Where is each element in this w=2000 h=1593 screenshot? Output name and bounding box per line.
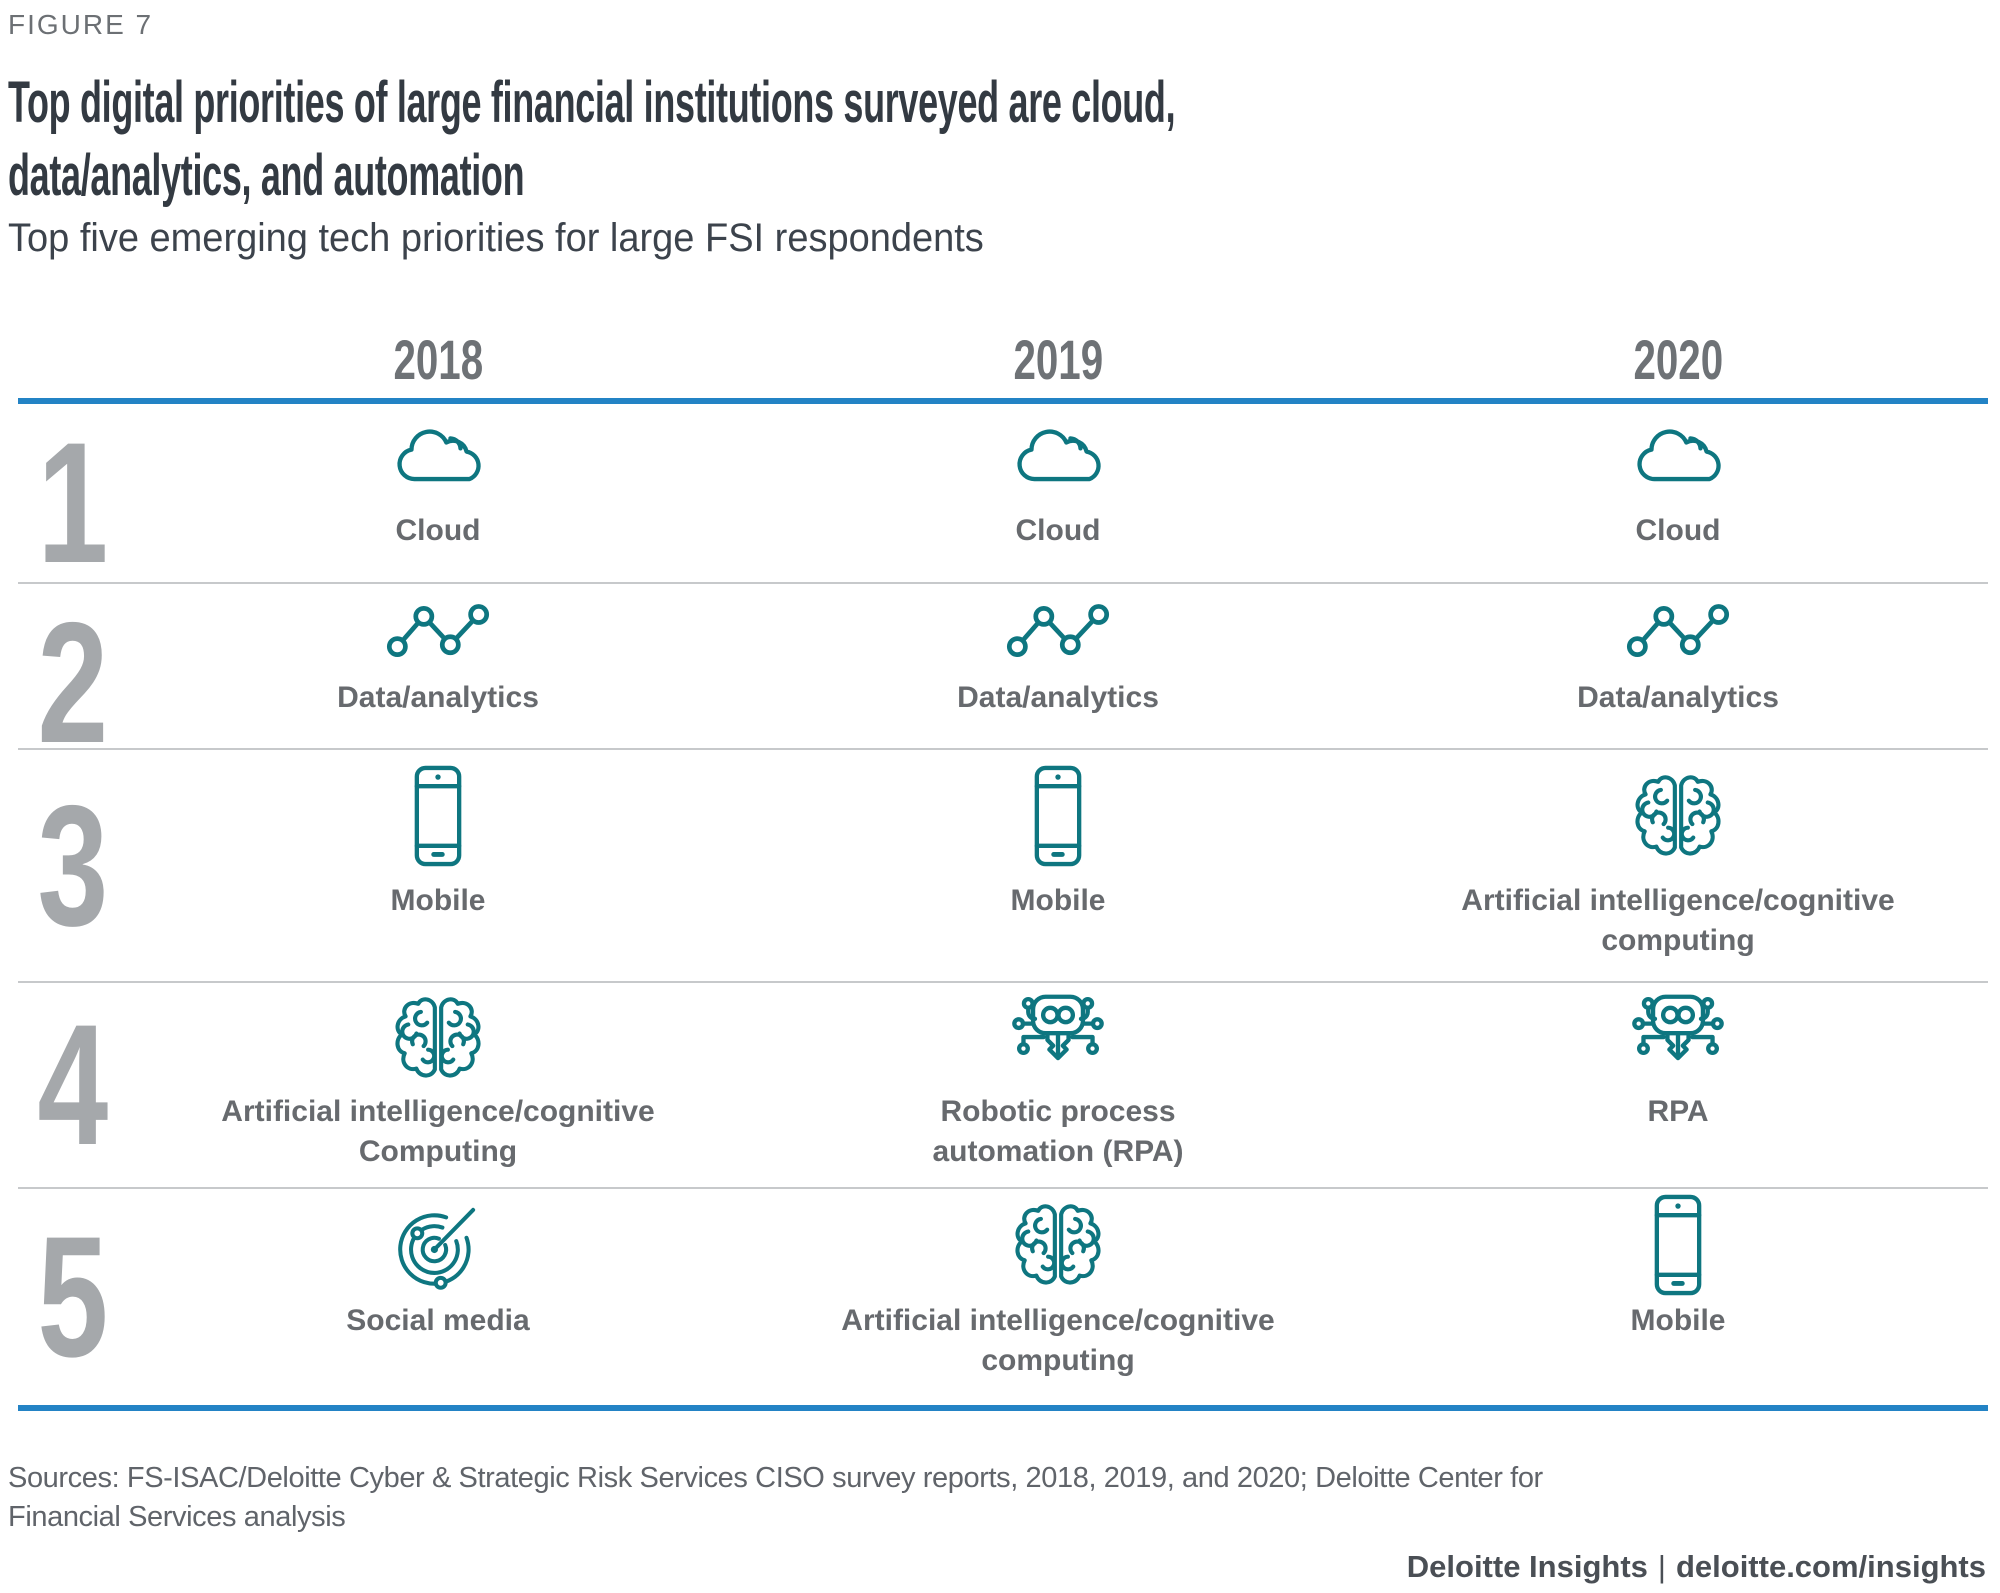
priority-cell: Cloud [748, 404, 1368, 602]
mobile-icon [1653, 1189, 1703, 1301]
priority-label: Artificial intelligence/cognitive computi… [1461, 884, 1895, 957]
brain-icon [393, 983, 483, 1092]
rank-number: 3 [37, 769, 109, 962]
priority-cell: Mobile [1368, 1189, 1988, 1405]
rank-number: 5 [37, 1201, 109, 1393]
robot-icon [1625, 983, 1731, 1092]
data-analytics-icon [1626, 584, 1730, 678]
rank-number: 1 [37, 407, 109, 599]
priority-label: Artificial intelligence/cognitive Computi… [221, 1095, 655, 1168]
figure-title: Top digital priorities of large financia… [8, 66, 1988, 212]
figure-title-line-2: data/analytics, and automation [8, 143, 525, 208]
cloud-icon [1010, 404, 1106, 511]
priority-cell: RPA [1368, 983, 1988, 1187]
priority-cell: Mobile [128, 750, 748, 981]
mobile-icon [1033, 750, 1083, 881]
brain-icon [1633, 750, 1723, 881]
table-row: 3 Mobile Mobile [18, 750, 1988, 983]
priority-cell: Data/analytics [128, 584, 748, 782]
priority-cell: Cloud [128, 404, 748, 602]
social-media-icon [393, 1189, 483, 1301]
top-accent-rule [18, 398, 1988, 404]
data-analytics-icon [386, 584, 490, 678]
table-row: 4 Artificial intelligence/cognitive Compu… [18, 983, 1988, 1189]
table-row: 2 Data/analytics Data/analytics Data/ana… [18, 584, 1988, 779]
priority-cell: Mobile [748, 750, 1368, 981]
priority-cell: Cloud [1368, 404, 1988, 602]
priority-cell: Artificial intelligence/cognitive computi… [748, 1189, 1368, 1405]
year-header: 2018 [393, 328, 483, 391]
year-header-row: 2018 2019 2020 [18, 328, 1988, 391]
priority-cell: Social media [128, 1189, 748, 1405]
data-analytics-icon [1006, 584, 1110, 678]
priority-label: Data/analytics [337, 681, 539, 714]
footer-separator: | [1657, 1549, 1666, 1584]
priority-label: Mobile [1630, 1304, 1726, 1337]
priority-label: Data/analytics [957, 681, 1159, 714]
rank-number: 2 [37, 587, 109, 779]
deloitte-site-link[interactable]: deloitte.com/insights [1675, 1549, 1986, 1584]
table-rows: 1 Cloud Cloud Cloud 2 Data/analytics Data… [18, 404, 1988, 1405]
figure-subtitle: Top five emerging tech priorities for la… [8, 216, 984, 260]
priority-cell: Data/analytics [1368, 584, 1988, 782]
bottom-accent-rule [18, 1405, 1988, 1411]
priority-cell: Artificial intelligence/cognitive Computi… [128, 983, 748, 1187]
table-row: 1 Cloud Cloud Cloud [18, 404, 1988, 599]
sources-text: Sources: FS-ISAC/Deloitte Cyber & Strate… [8, 1462, 1543, 1533]
priority-label: Cloud [1635, 514, 1721, 547]
figure-number-label: FIGURE 7 [8, 9, 154, 40]
cloud-icon [1630, 404, 1726, 511]
priority-label: Mobile [1010, 884, 1106, 917]
deloitte-insights-wordmark: Deloitte Insights [1406, 1549, 1648, 1584]
cloud-icon [390, 404, 486, 511]
rank-number: 4 [37, 989, 109, 1181]
priority-table: 2018 2019 2020 1 Cloud Cloud Cloud 2 Data/a… [18, 328, 1988, 1411]
priority-label: Robotic process automation (RPA) [932, 1095, 1184, 1168]
table-row: 5 Social media Artificial [18, 1189, 1988, 1405]
priority-cell: Data/analytics [748, 584, 1368, 782]
year-header: 2019 [1013, 328, 1103, 391]
priority-label: RPA [1647, 1095, 1709, 1128]
brain-icon [1013, 1189, 1103, 1301]
priority-label: Cloud [1015, 514, 1101, 547]
robot-icon [1005, 983, 1111, 1092]
priority-cell: Artificial intelligence/cognitive computi… [1368, 750, 1988, 981]
footer-brand-line: Deloitte Insights | deloitte.com/insights [8, 1549, 1988, 1585]
mobile-icon [413, 750, 463, 881]
year-header: 2020 [1633, 328, 1723, 391]
figure-title-line-1: Top digital priorities of large financia… [8, 70, 1176, 135]
priority-label: Artificial intelligence/cognitive computi… [841, 1304, 1275, 1377]
priority-label: Mobile [390, 884, 486, 917]
priority-label: Cloud [395, 514, 481, 547]
priority-label: Social media [346, 1304, 530, 1337]
priority-cell: Robotic process automation (RPA) [748, 983, 1368, 1187]
priority-label: Data/analytics [1577, 681, 1779, 714]
